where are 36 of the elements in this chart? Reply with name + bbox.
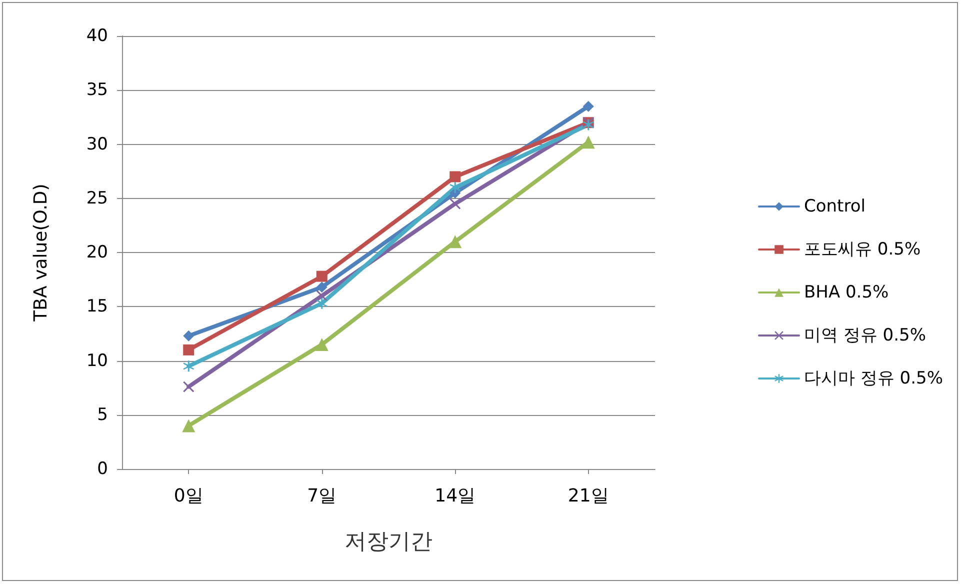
y-axis-title: TBA value(O.D)	[30, 184, 52, 322]
x-axis-title: 저장기간	[344, 530, 432, 554]
y-tick-label: 5	[97, 404, 108, 425]
point	[316, 298, 328, 309]
x-tick-label: 7일	[307, 486, 337, 506]
y-tick-label: 25	[86, 188, 108, 208]
point	[316, 282, 328, 293]
y-tick-label: 35	[86, 80, 108, 100]
point	[182, 419, 196, 432]
y-tick-label: 40	[86, 26, 108, 46]
point	[582, 136, 595, 149]
x-tick-label: 0일	[174, 486, 204, 506]
point	[316, 270, 328, 282]
y-tick-label: 15	[86, 296, 108, 317]
point	[448, 235, 462, 248]
point	[315, 338, 328, 352]
point	[450, 198, 461, 210]
point	[183, 330, 194, 342]
x-tick-label: 21일	[568, 486, 609, 506]
y-tick-label: 0	[97, 459, 108, 479]
point	[582, 100, 594, 112]
point	[450, 182, 461, 194]
legend-label: 포도씨유 0.5%	[804, 240, 921, 260]
x-tick-label: 14일	[434, 486, 476, 506]
y-tick-label: 20	[86, 242, 108, 262]
point	[316, 290, 328, 302]
legend-label: Control	[804, 196, 866, 216]
y-tick-label: 10	[86, 350, 108, 371]
point	[183, 344, 194, 356]
point	[450, 171, 461, 182]
point	[183, 360, 194, 372]
y-tick-label: 30	[86, 134, 108, 154]
point	[183, 381, 194, 392]
legend-label: BHA 0.5%	[804, 282, 889, 302]
legend-label: 다시마 정유 0.5%	[804, 368, 944, 388]
legend-label: 미역 정유 0.5%	[804, 326, 926, 346]
